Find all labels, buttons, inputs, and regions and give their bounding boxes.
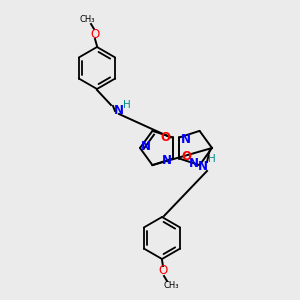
Text: N: N — [114, 104, 124, 118]
Text: CH₃: CH₃ — [79, 16, 95, 25]
Text: O: O — [90, 28, 100, 40]
Text: O: O — [182, 150, 191, 163]
Text: H: H — [208, 154, 216, 164]
Text: CH₃: CH₃ — [163, 280, 179, 290]
Text: N: N — [162, 154, 172, 167]
Text: N: N — [198, 160, 208, 172]
Text: N: N — [141, 140, 151, 154]
Text: O: O — [158, 265, 168, 278]
Text: O: O — [160, 131, 171, 144]
Text: H: H — [123, 100, 131, 110]
Text: N: N — [189, 157, 199, 169]
Text: N: N — [180, 133, 190, 146]
